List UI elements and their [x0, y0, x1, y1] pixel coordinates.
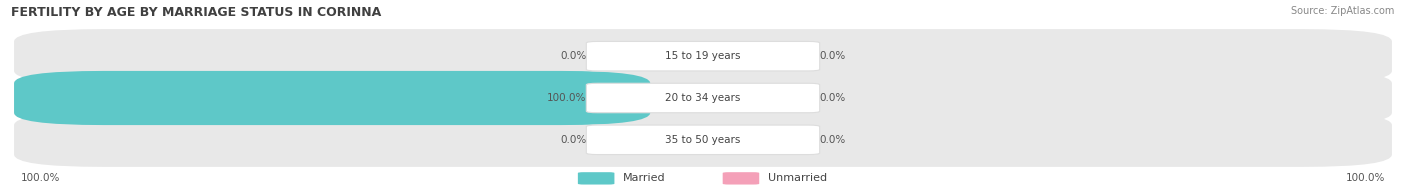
Text: 20 to 34 years: 20 to 34 years — [665, 93, 741, 103]
Text: Unmarried: Unmarried — [768, 173, 827, 183]
FancyBboxPatch shape — [586, 83, 820, 113]
Text: FERTILITY BY AGE BY MARRIAGE STATUS IN CORINNA: FERTILITY BY AGE BY MARRIAGE STATUS IN C… — [11, 6, 381, 19]
Text: 35 to 50 years: 35 to 50 years — [665, 135, 741, 145]
Text: 15 to 19 years: 15 to 19 years — [665, 51, 741, 61]
Text: 0.0%: 0.0% — [820, 51, 846, 61]
FancyBboxPatch shape — [723, 172, 759, 185]
Text: 100.0%: 100.0% — [21, 173, 60, 183]
FancyBboxPatch shape — [14, 29, 1392, 83]
FancyBboxPatch shape — [586, 125, 820, 155]
FancyBboxPatch shape — [586, 41, 820, 71]
Text: 0.0%: 0.0% — [820, 135, 846, 145]
Text: 100.0%: 100.0% — [1346, 173, 1385, 183]
FancyBboxPatch shape — [578, 172, 614, 185]
Text: 0.0%: 0.0% — [820, 93, 846, 103]
FancyBboxPatch shape — [14, 113, 1392, 167]
FancyBboxPatch shape — [14, 71, 650, 125]
Text: Married: Married — [623, 173, 665, 183]
Text: Source: ZipAtlas.com: Source: ZipAtlas.com — [1291, 6, 1395, 16]
FancyBboxPatch shape — [14, 71, 1392, 125]
Text: 0.0%: 0.0% — [560, 51, 586, 61]
Text: 0.0%: 0.0% — [560, 135, 586, 145]
Text: 100.0%: 100.0% — [547, 93, 586, 103]
